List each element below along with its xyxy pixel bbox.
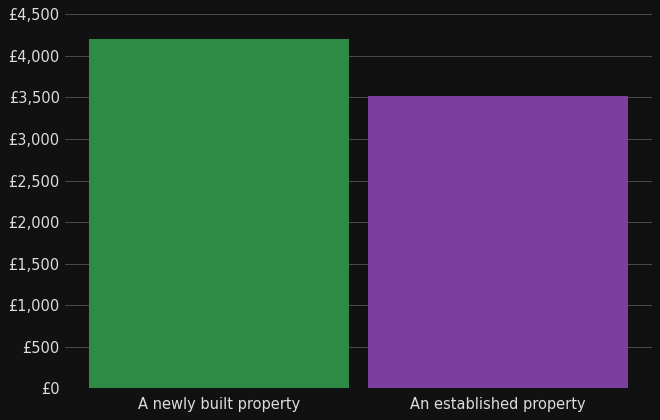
Bar xyxy=(88,39,349,389)
Bar xyxy=(368,96,628,388)
